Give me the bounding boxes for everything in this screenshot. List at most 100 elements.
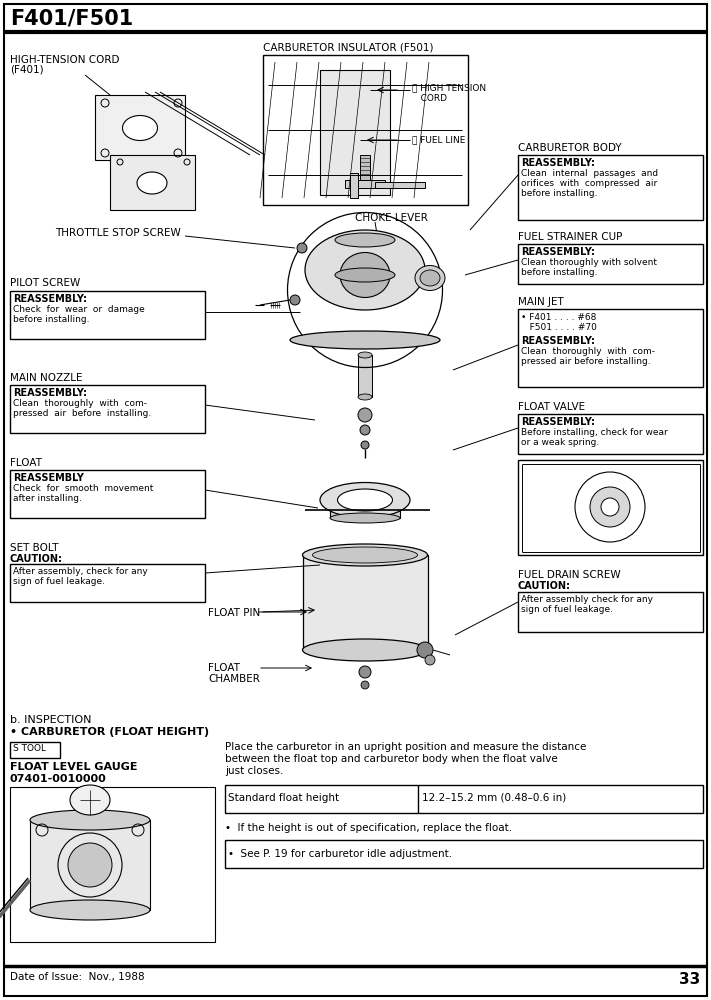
Bar bbox=[518, 244, 703, 284]
Ellipse shape bbox=[305, 230, 425, 310]
Ellipse shape bbox=[590, 487, 630, 527]
Bar bbox=[320, 70, 390, 195]
Text: Clean thoroughly with solvent: Clean thoroughly with solvent bbox=[521, 258, 657, 267]
Text: (F401): (F401) bbox=[10, 65, 43, 75]
Circle shape bbox=[361, 441, 369, 449]
Ellipse shape bbox=[601, 498, 619, 516]
Ellipse shape bbox=[343, 270, 387, 280]
Ellipse shape bbox=[358, 352, 372, 358]
Ellipse shape bbox=[335, 268, 395, 282]
Bar bbox=[110, 155, 195, 210]
Text: FLOAT VALVE: FLOAT VALVE bbox=[518, 402, 585, 412]
Circle shape bbox=[417, 642, 433, 658]
Bar bbox=[10, 787, 215, 942]
Bar bbox=[263, 55, 468, 205]
Text: FLOAT: FLOAT bbox=[10, 458, 42, 468]
Text: REASSEMBLY:: REASSEMBLY: bbox=[521, 417, 595, 427]
Text: REASSEMBLY:: REASSEMBLY: bbox=[13, 294, 87, 304]
Ellipse shape bbox=[330, 513, 400, 523]
Circle shape bbox=[358, 408, 372, 422]
Ellipse shape bbox=[302, 544, 427, 566]
Ellipse shape bbox=[338, 489, 392, 511]
Text: between the float top and carburetor body when the float valve: between the float top and carburetor bod… bbox=[225, 754, 557, 764]
Bar bbox=[30, 820, 150, 910]
Bar bbox=[10, 385, 205, 433]
Circle shape bbox=[360, 425, 370, 435]
Text: REASSEMBLY: REASSEMBLY bbox=[13, 473, 84, 483]
Bar bbox=[10, 742, 60, 758]
Text: • F401 . . . . #68: • F401 . . . . #68 bbox=[521, 313, 597, 322]
Bar bbox=[345, 180, 385, 188]
Bar bbox=[518, 155, 703, 220]
Text: After assembly, check for any: After assembly, check for any bbox=[13, 567, 148, 576]
Text: MAIN JET: MAIN JET bbox=[518, 297, 564, 307]
Text: just closes.: just closes. bbox=[225, 766, 284, 776]
Text: CARBURETOR INSULATOR (F501): CARBURETOR INSULATOR (F501) bbox=[263, 43, 434, 53]
Text: S TOOL: S TOOL bbox=[13, 744, 46, 753]
Text: Before installing, check for wear: Before installing, check for wear bbox=[521, 428, 668, 437]
Bar bbox=[360, 155, 370, 180]
Bar bbox=[518, 460, 703, 555]
Text: Place the carburetor in an upright position and measure the distance: Place the carburetor in an upright posit… bbox=[225, 742, 587, 752]
Circle shape bbox=[68, 843, 112, 887]
Text: sign of fuel leakage.: sign of fuel leakage. bbox=[521, 605, 613, 614]
Bar bbox=[303, 555, 428, 650]
Text: MAIN NOZZLE: MAIN NOZZLE bbox=[10, 373, 82, 383]
Bar bbox=[330, 240, 400, 275]
Bar bbox=[225, 840, 703, 868]
Circle shape bbox=[425, 655, 435, 665]
Ellipse shape bbox=[335, 233, 395, 247]
Text: Check  for  smooth  movement: Check for smooth movement bbox=[13, 484, 154, 493]
Ellipse shape bbox=[122, 115, 158, 140]
Text: CAUTION:: CAUTION: bbox=[10, 554, 63, 564]
Text: Standard float height: Standard float height bbox=[228, 793, 339, 803]
Bar bbox=[10, 564, 205, 602]
Text: CAUTION:: CAUTION: bbox=[518, 581, 571, 591]
Text: Date of Issue:  Nov., 1988: Date of Issue: Nov., 1988 bbox=[10, 972, 144, 982]
Text: pressed air before installing.: pressed air before installing. bbox=[521, 357, 651, 366]
Text: •  See P. 19 for carburetor idle adjustment.: • See P. 19 for carburetor idle adjustme… bbox=[228, 849, 452, 859]
Ellipse shape bbox=[420, 270, 440, 286]
Text: CHOKE LEVER: CHOKE LEVER bbox=[355, 213, 428, 223]
Circle shape bbox=[297, 243, 307, 253]
Text: 33: 33 bbox=[679, 972, 700, 987]
Text: FLOAT PIN: FLOAT PIN bbox=[208, 608, 260, 618]
Bar bbox=[518, 309, 703, 387]
Bar bbox=[358, 355, 372, 397]
Circle shape bbox=[361, 681, 369, 689]
Text: REASSEMBLY:: REASSEMBLY: bbox=[13, 388, 87, 398]
Text: 07401-0010000: 07401-0010000 bbox=[10, 774, 107, 784]
Text: or a weak spring.: or a weak spring. bbox=[521, 438, 599, 447]
Bar bbox=[375, 182, 425, 188]
Text: After assembly check for any: After assembly check for any bbox=[521, 595, 653, 604]
Ellipse shape bbox=[290, 331, 440, 349]
Bar bbox=[10, 291, 205, 339]
Text: • CARBURETOR (FLOAT HEIGHT): • CARBURETOR (FLOAT HEIGHT) bbox=[10, 727, 209, 737]
Bar bbox=[10, 470, 205, 518]
Text: •  If the height is out of specification, replace the float.: • If the height is out of specification,… bbox=[225, 823, 512, 833]
Text: PILOT SCREW: PILOT SCREW bbox=[10, 278, 80, 288]
Bar bbox=[350, 173, 358, 198]
Ellipse shape bbox=[30, 900, 150, 920]
Text: before installing.: before installing. bbox=[13, 315, 90, 324]
Text: Ⓑ FUEL LINE: Ⓑ FUEL LINE bbox=[412, 135, 466, 144]
Text: orifices  with  compressed  air: orifices with compressed air bbox=[521, 179, 657, 188]
Circle shape bbox=[359, 666, 371, 678]
Ellipse shape bbox=[137, 172, 167, 194]
Circle shape bbox=[290, 295, 300, 305]
Text: 12.2–15.2 mm (0.48–0.6 in): 12.2–15.2 mm (0.48–0.6 in) bbox=[422, 793, 566, 803]
Ellipse shape bbox=[70, 785, 110, 815]
Text: F501 . . . . #70: F501 . . . . #70 bbox=[521, 323, 597, 332]
Text: sign of fuel leakage.: sign of fuel leakage. bbox=[13, 577, 105, 586]
Text: HIGH-TENSION CORD: HIGH-TENSION CORD bbox=[10, 55, 119, 65]
Text: SET BOLT: SET BOLT bbox=[10, 543, 58, 553]
Text: Clean  thoroughly  with  com-: Clean thoroughly with com- bbox=[13, 399, 147, 408]
Ellipse shape bbox=[340, 252, 390, 298]
Text: F401/F501: F401/F501 bbox=[10, 8, 133, 28]
Text: before installing.: before installing. bbox=[521, 268, 597, 277]
Text: CARBURETOR BODY: CARBURETOR BODY bbox=[518, 143, 621, 153]
Text: Check  for  wear  or  damage: Check for wear or damage bbox=[13, 305, 145, 314]
Text: b. INSPECTION: b. INSPECTION bbox=[10, 715, 92, 725]
Bar bbox=[225, 785, 703, 813]
Bar bbox=[330, 498, 400, 518]
